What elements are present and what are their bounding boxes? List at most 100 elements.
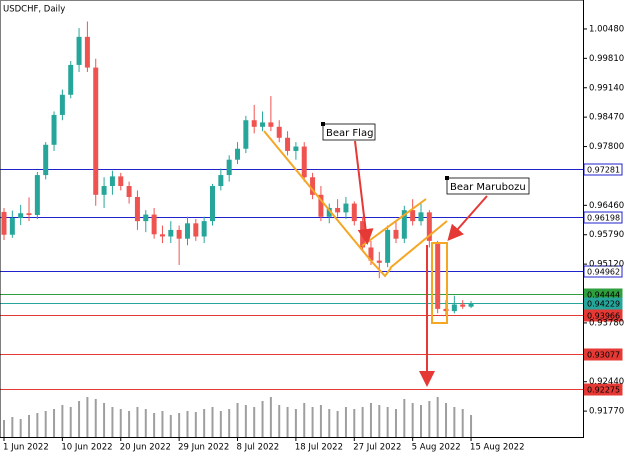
candle-body	[151, 214, 157, 235]
level-label: 0.94444	[587, 291, 620, 300]
candle-body	[326, 207, 332, 217]
candle-body	[460, 304, 466, 307]
level-label: 0.94229	[587, 300, 620, 309]
candle-body	[393, 229, 399, 239]
chart-title: USDCHF, Daily	[3, 5, 65, 15]
x-tick-label: 5 Aug 2022	[412, 443, 461, 453]
level-label: 0.92275	[587, 386, 620, 395]
candle-body	[1, 211, 7, 235]
candle-body	[159, 234, 165, 237]
candle-body	[134, 197, 140, 222]
candle-body	[109, 176, 115, 187]
arrow	[354, 140, 374, 245]
x-tick-label: 29 Jun 2022	[178, 443, 229, 453]
candle-body	[118, 176, 124, 187]
candle-body	[276, 126, 282, 138]
candle-body	[243, 120, 249, 149]
candle-body	[201, 221, 207, 237]
candle-body	[218, 175, 224, 187]
flag-lower	[389, 220, 448, 269]
level-label: 0.96198	[587, 214, 620, 223]
axes-layer: 1.00480 0.99810 0.99140 0.98470 0.97800 0.964…	[0, 0, 624, 453]
candle-body	[168, 229, 174, 237]
candle-body	[51, 114, 57, 145]
candle-body	[293, 146, 299, 151]
annotation-text: Bear Flag	[326, 128, 373, 139]
annotation-box	[446, 177, 530, 195]
x-tick-label: 15 Aug 2022	[470, 443, 524, 453]
candle-body	[93, 67, 99, 195]
candle-body	[268, 122, 274, 127]
y-tick-label: 1.00480	[589, 24, 624, 34]
candle-body	[101, 186, 107, 195]
candle-body	[126, 186, 132, 198]
x-tick-label: 20 Jun 2022	[120, 443, 171, 453]
y-tick-label: 0.91770	[589, 407, 624, 417]
annotation: Bear Flag	[321, 122, 376, 141]
candle-body	[301, 146, 307, 178]
arrows	[354, 140, 488, 387]
plot-frame	[0, 0, 584, 438]
candle-body	[401, 210, 407, 239]
candle-body	[176, 229, 182, 239]
anchor	[445, 176, 449, 180]
annotation: Bear Marubozu	[445, 176, 530, 195]
candle-body	[310, 177, 316, 195]
candle-body	[26, 213, 32, 215]
y-tick-label: 0.97800	[589, 142, 624, 152]
candle-body	[34, 175, 40, 215]
candle-body	[235, 148, 241, 160]
x-tick-label: 1 Jun 2022	[3, 443, 49, 453]
candle-body	[468, 303, 474, 307]
candle-body	[318, 194, 324, 217]
candle-body	[376, 260, 382, 263]
x-tick-label: 10 Jun 2022	[61, 443, 112, 453]
y-tick-label: 0.98470	[589, 113, 624, 123]
candle-body	[68, 64, 74, 95]
arrow	[447, 195, 488, 242]
candle-body	[451, 304, 457, 312]
candle-body	[210, 186, 215, 222]
candle-body	[184, 223, 190, 239]
y-tick-label: 0.96460	[589, 201, 624, 211]
candle-body	[193, 223, 199, 237]
y-tick-label: 0.99140	[589, 83, 624, 93]
annotation-box	[322, 123, 376, 141]
candle-body	[226, 159, 232, 176]
y-tick-label: 0.99810	[589, 54, 624, 64]
y-tick-label: 0.93780	[589, 318, 624, 328]
candle-body	[43, 144, 49, 176]
candle-body	[143, 214, 149, 222]
candle-body	[351, 203, 357, 222]
candle-body	[260, 122, 266, 127]
marubozu-box	[431, 242, 448, 324]
candle-body	[426, 212, 432, 241]
candle-body	[76, 36, 82, 65]
candle-body	[418, 212, 424, 222]
candle-body	[343, 203, 349, 213]
candle-body	[435, 243, 441, 309]
candle-body	[59, 94, 65, 115]
volume-layer	[3, 397, 473, 437]
annotation-text: Bear Marubozu	[450, 182, 526, 193]
candle-body	[368, 247, 374, 261]
y-tick-label: 0.95790	[589, 230, 624, 240]
candle-body	[335, 207, 341, 213]
candle-body	[251, 120, 257, 127]
candle-body	[385, 229, 391, 263]
candle-body	[9, 218, 15, 235]
candle-body	[285, 137, 291, 151]
level-label: 0.97281	[587, 166, 620, 175]
anchor	[321, 122, 325, 126]
level-label: 0.93966	[587, 312, 620, 321]
candle-body	[410, 210, 416, 222]
bear-flag-drawing	[263, 130, 448, 324]
x-tick-label: 27 Jul 2022	[353, 443, 401, 453]
x-tick-label: 18 Jul 2022	[295, 443, 343, 453]
y-tick-label: 0.95120	[589, 260, 624, 270]
y-tick-label: 0.92440	[589, 377, 624, 387]
level-label: 0.94962	[587, 268, 620, 277]
candle-body	[18, 213, 24, 219]
